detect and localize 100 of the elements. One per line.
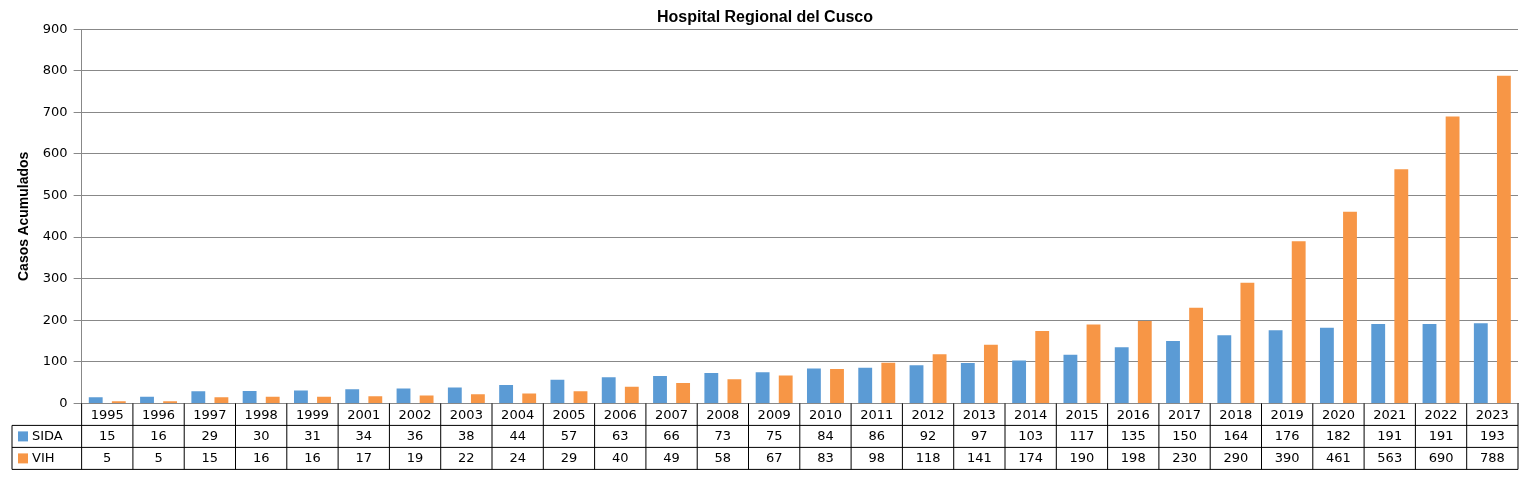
data-label: 182 xyxy=(1326,427,1351,443)
y-tick-label: 0 xyxy=(59,394,68,410)
bar xyxy=(806,368,821,403)
bar xyxy=(265,396,280,403)
bar xyxy=(1319,327,1334,403)
bar xyxy=(419,395,434,403)
bar xyxy=(1035,331,1050,403)
x-tick-label: 2001 xyxy=(347,406,381,422)
data-label: 118 xyxy=(915,449,941,465)
data-label: 788 xyxy=(1479,449,1505,465)
x-tick-label: 2018 xyxy=(1219,406,1253,422)
x-tick-label: 2007 xyxy=(655,406,689,422)
data-label: 34 xyxy=(355,427,373,443)
y-axis-title: Casos Acumulados xyxy=(15,151,32,281)
data-label: 57 xyxy=(560,427,578,443)
x-tick-label: 2010 xyxy=(808,406,842,422)
data-label: 63 xyxy=(611,427,629,443)
bar xyxy=(191,391,206,403)
bar xyxy=(858,367,873,403)
y-tick-label: 300 xyxy=(42,270,68,286)
data-label: 690 xyxy=(1428,449,1454,465)
data-label: 30 xyxy=(252,427,270,443)
bar xyxy=(1371,323,1386,403)
x-tick-label: 2004 xyxy=(501,406,535,422)
data-label: 193 xyxy=(1479,427,1505,443)
data-label: 66 xyxy=(663,427,680,443)
bar xyxy=(1291,241,1306,403)
x-tick-label: 2023 xyxy=(1475,406,1509,422)
data-label: 19 xyxy=(406,449,424,465)
y-tick-label: 500 xyxy=(42,186,68,202)
y-tick-label: 400 xyxy=(42,228,68,244)
bar xyxy=(755,372,770,403)
data-label: 198 xyxy=(1120,449,1146,465)
x-tick-label: 2022 xyxy=(1424,406,1458,422)
x-tick-label: 2014 xyxy=(1014,406,1048,422)
data-label: 22 xyxy=(458,449,475,465)
data-label: 98 xyxy=(868,449,886,465)
bar xyxy=(1496,75,1511,403)
bar xyxy=(1217,335,1232,403)
data-label: 141 xyxy=(966,449,992,465)
chart-title: Hospital Regional del Cusco xyxy=(656,8,874,26)
data-label: 5 xyxy=(154,449,163,465)
data-label: 230 xyxy=(1172,449,1197,465)
data-label: 16 xyxy=(252,449,270,465)
x-tick-label: 2017 xyxy=(1168,406,1202,422)
x-tick-label: 2012 xyxy=(911,406,945,422)
bar xyxy=(214,397,229,403)
bar xyxy=(470,394,485,403)
data-label: 563 xyxy=(1377,449,1403,465)
bar xyxy=(1422,323,1437,403)
legend-label: SIDA xyxy=(32,427,63,443)
bar xyxy=(830,368,844,403)
bar xyxy=(88,397,103,403)
bar xyxy=(522,393,537,403)
data-label: 117 xyxy=(1069,427,1095,443)
x-tick-label: 2009 xyxy=(757,406,791,422)
data-label: 176 xyxy=(1274,427,1300,443)
bar xyxy=(1063,354,1078,403)
y-tick-label: 100 xyxy=(42,353,68,369)
y-tick-label: 600 xyxy=(42,145,68,161)
data-label: 73 xyxy=(714,427,732,443)
bar xyxy=(1114,347,1129,403)
legend-label: VIH xyxy=(32,449,55,465)
bar xyxy=(676,383,691,403)
data-label: 44 xyxy=(509,427,526,443)
data-label: 150 xyxy=(1172,427,1197,443)
data-label: 86 xyxy=(868,427,886,443)
bar xyxy=(396,388,411,403)
x-tick-label: 1998 xyxy=(244,406,278,422)
data-label: 15 xyxy=(98,427,116,443)
bar xyxy=(242,390,257,403)
bar xyxy=(1343,211,1357,403)
x-tick-label: 1997 xyxy=(193,406,227,422)
data-label: 49 xyxy=(663,449,680,465)
data-label: 16 xyxy=(150,427,167,443)
bar xyxy=(1473,323,1488,403)
data-label: 103 xyxy=(1018,427,1044,443)
x-tick-label: 2011 xyxy=(860,406,894,422)
bar xyxy=(293,390,308,403)
bar xyxy=(447,387,462,403)
bar xyxy=(1268,330,1283,403)
data-label: 29 xyxy=(560,449,578,465)
y-tick-label: 200 xyxy=(42,311,68,327)
x-tick-label: 2016 xyxy=(1116,406,1150,422)
data-label: 290 xyxy=(1223,449,1249,465)
x-tick-label: 2021 xyxy=(1373,406,1407,422)
data-label: 17 xyxy=(355,449,373,465)
data-label: 36 xyxy=(406,427,424,443)
data-label: 24 xyxy=(509,449,526,465)
data-label: 92 xyxy=(919,427,937,443)
x-tick-label: 2013 xyxy=(962,406,996,422)
bar xyxy=(317,396,331,403)
x-tick-label: 2019 xyxy=(1270,406,1304,422)
bar xyxy=(1086,324,1101,403)
x-tick-label: 1995 xyxy=(90,406,124,422)
x-tick-label: 1999 xyxy=(295,406,330,422)
x-tick-label: 2006 xyxy=(603,406,637,422)
bar xyxy=(1189,307,1204,403)
bar xyxy=(1240,282,1255,403)
bar xyxy=(499,385,514,403)
